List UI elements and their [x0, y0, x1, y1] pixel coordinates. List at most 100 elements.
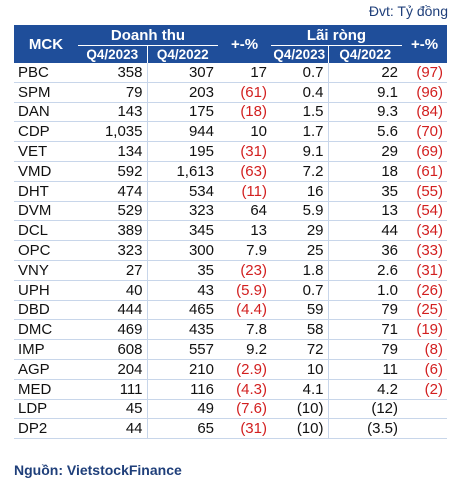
cell-revenue-q4-2022: 65	[146, 418, 218, 440]
cell-revenue-q4-2023: 444	[78, 300, 147, 321]
cell-profit-q4-2022: 29	[327, 141, 403, 162]
table-row: DVM 529 323 64 5.9 13 (54)	[14, 201, 448, 222]
table-row: DAN 143 175 (18) 1.5 9.3 (84)	[14, 102, 448, 123]
cell-profit-q4-2022: (3.5)	[327, 418, 403, 440]
table-row: DHT 474 534 (11) 16 35 (55)	[14, 181, 448, 202]
cell-profit-q4-2023: (10)	[271, 418, 328, 440]
cell-revenue-q4-2023: 323	[78, 240, 147, 261]
cell-profit-q4-2022: 79	[327, 300, 403, 321]
cell-code: MED	[14, 379, 78, 400]
cell-code: VMD	[14, 161, 78, 182]
table-row: LDP 45 49 (7.6) (10) (12)	[14, 399, 448, 420]
cell-profit-q4-2022: 11	[327, 359, 403, 380]
cell-revenue-pct: 13	[218, 220, 271, 242]
table-row: SPM 79 203 (61) 0.4 9.1 (96)	[14, 82, 448, 103]
cell-profit-q4-2023: 16	[271, 181, 328, 202]
cell-profit-q4-2022: 4.2	[327, 379, 403, 400]
cell-revenue-pct: (18)	[218, 102, 271, 123]
cell-code: LDP	[14, 399, 78, 420]
header-mck: MCK	[14, 25, 78, 63]
table-row: AGP 204 210 (2.9) 10 11 (6)	[14, 359, 448, 380]
cell-code: VET	[14, 141, 78, 162]
cell-revenue-pct: (61)	[218, 82, 271, 103]
table-row: IMP 608 557 9.2 72 79 (8)	[14, 339, 448, 360]
cell-code: AGP	[14, 359, 78, 380]
cell-revenue-pct: 17	[218, 63, 271, 83]
cell-revenue-pct: 10	[218, 121, 271, 143]
cell-code: DCL	[14, 220, 78, 242]
financial-table: MCK Doanh thu +-% Lãi ròng +-% Q4/2023 Q…	[14, 25, 448, 440]
cell-profit-pct: (70)	[402, 121, 448, 143]
cell-revenue-pct: (23)	[218, 260, 271, 281]
cell-revenue-q4-2023: 40	[78, 280, 147, 301]
cell-code: CDP	[14, 121, 78, 143]
cell-profit-q4-2023: 4.1	[271, 379, 328, 400]
cell-profit-q4-2023: (10)	[271, 399, 328, 420]
table-row: DP2 44 65 (31) (10) (3.5)	[14, 418, 448, 440]
cell-profit-pct	[402, 418, 448, 440]
cell-revenue-q4-2022: 300	[146, 240, 218, 261]
cell-profit-q4-2022: 36	[327, 240, 403, 261]
header-row-sub: Q4/2023 Q4/2022 Q4/2023 Q4/2022	[14, 45, 447, 63]
table-body: PBC 358 307 17 0.7 22 (97) SPM 79 203 (61) 0.4 9.1 (9…	[14, 63, 448, 440]
cell-revenue-q4-2023: 134	[78, 141, 147, 162]
cell-profit-q4-2023: 7.2	[271, 161, 328, 182]
cell-profit-q4-2023: 9.1	[271, 141, 328, 162]
table-row: VET 134 195 (31) 9.1 29 (69)	[14, 141, 448, 162]
table-row: PBC 358 307 17 0.7 22 (97)	[14, 63, 448, 83]
table-row: DCL 389 345 13 29 44 (34)	[14, 220, 448, 242]
header-revenue-pct: +-%	[218, 25, 271, 63]
cell-profit-q4-2022: 35	[327, 181, 403, 202]
cell-profit-pct: (61)	[402, 161, 448, 182]
cell-revenue-pct: 7.8	[218, 319, 271, 341]
cell-revenue-pct: (31)	[218, 141, 271, 162]
cell-code: DBD	[14, 300, 78, 321]
cell-profit-q4-2022: 18	[327, 161, 403, 182]
cell-profit-pct: (8)	[402, 339, 448, 360]
cell-revenue-q4-2022: 175	[146, 102, 218, 123]
cell-profit-q4-2023: 59	[271, 300, 328, 321]
cell-revenue-q4-2022: 944	[146, 121, 218, 143]
cell-revenue-pct: (4.4)	[218, 300, 271, 321]
cell-revenue-q4-2022: 49	[146, 399, 218, 420]
cell-profit-pct: (6)	[402, 359, 448, 380]
cell-profit-pct	[402, 399, 448, 420]
cell-revenue-pct: (31)	[218, 418, 271, 440]
cell-profit-q4-2022: 44	[327, 220, 403, 242]
cell-revenue-q4-2023: 44	[78, 418, 147, 440]
cell-profit-pct: (55)	[402, 181, 448, 202]
cell-code: OPC	[14, 240, 78, 261]
cell-profit-q4-2023: 58	[271, 319, 328, 341]
table-row: DBD 444 465 (4.4) 59 79 (25)	[14, 300, 448, 321]
cell-revenue-q4-2023: 27	[78, 260, 147, 281]
cell-revenue-q4-2023: 474	[78, 181, 147, 202]
cell-revenue-q4-2023: 111	[78, 379, 147, 400]
table-row: UPH 40 43 (5.9) 0.7 1.0 (26)	[14, 280, 448, 301]
cell-profit-q4-2022: (12)	[327, 399, 403, 420]
cell-code: UPH	[14, 280, 78, 301]
cell-profit-q4-2022: 1.0	[327, 280, 403, 301]
source-note: Nguồn: VietstockFinance	[14, 462, 182, 478]
cell-revenue-q4-2023: 204	[78, 359, 147, 380]
cell-profit-q4-2023: 29	[271, 220, 328, 242]
cell-revenue-q4-2022: 210	[146, 359, 218, 380]
cell-revenue-q4-2022: 345	[146, 220, 218, 242]
cell-revenue-pct: 9.2	[218, 339, 271, 360]
cell-profit-q4-2022: 5.6	[327, 121, 403, 143]
cell-code: DVM	[14, 201, 78, 222]
cell-code: DMC	[14, 319, 78, 341]
cell-profit-pct: (84)	[402, 102, 448, 123]
cell-code: DAN	[14, 102, 78, 123]
cell-code: VNY	[14, 260, 78, 281]
cell-revenue-q4-2023: 592	[78, 161, 147, 182]
table-row: OPC 323 300 7.9 25 36 (33)	[14, 240, 448, 261]
cell-code: IMP	[14, 339, 78, 360]
cell-profit-q4-2023: 1.5	[271, 102, 328, 123]
cell-revenue-q4-2023: 45	[78, 399, 147, 420]
cell-profit-pct: (31)	[402, 260, 448, 281]
cell-revenue-q4-2023: 469	[78, 319, 147, 341]
cell-profit-q4-2023: 0.7	[271, 280, 328, 301]
cell-profit-q4-2023: 1.8	[271, 260, 328, 281]
cell-revenue-pct: 64	[218, 201, 271, 222]
header-profit-q4-2022: Q4/2022	[327, 45, 403, 63]
